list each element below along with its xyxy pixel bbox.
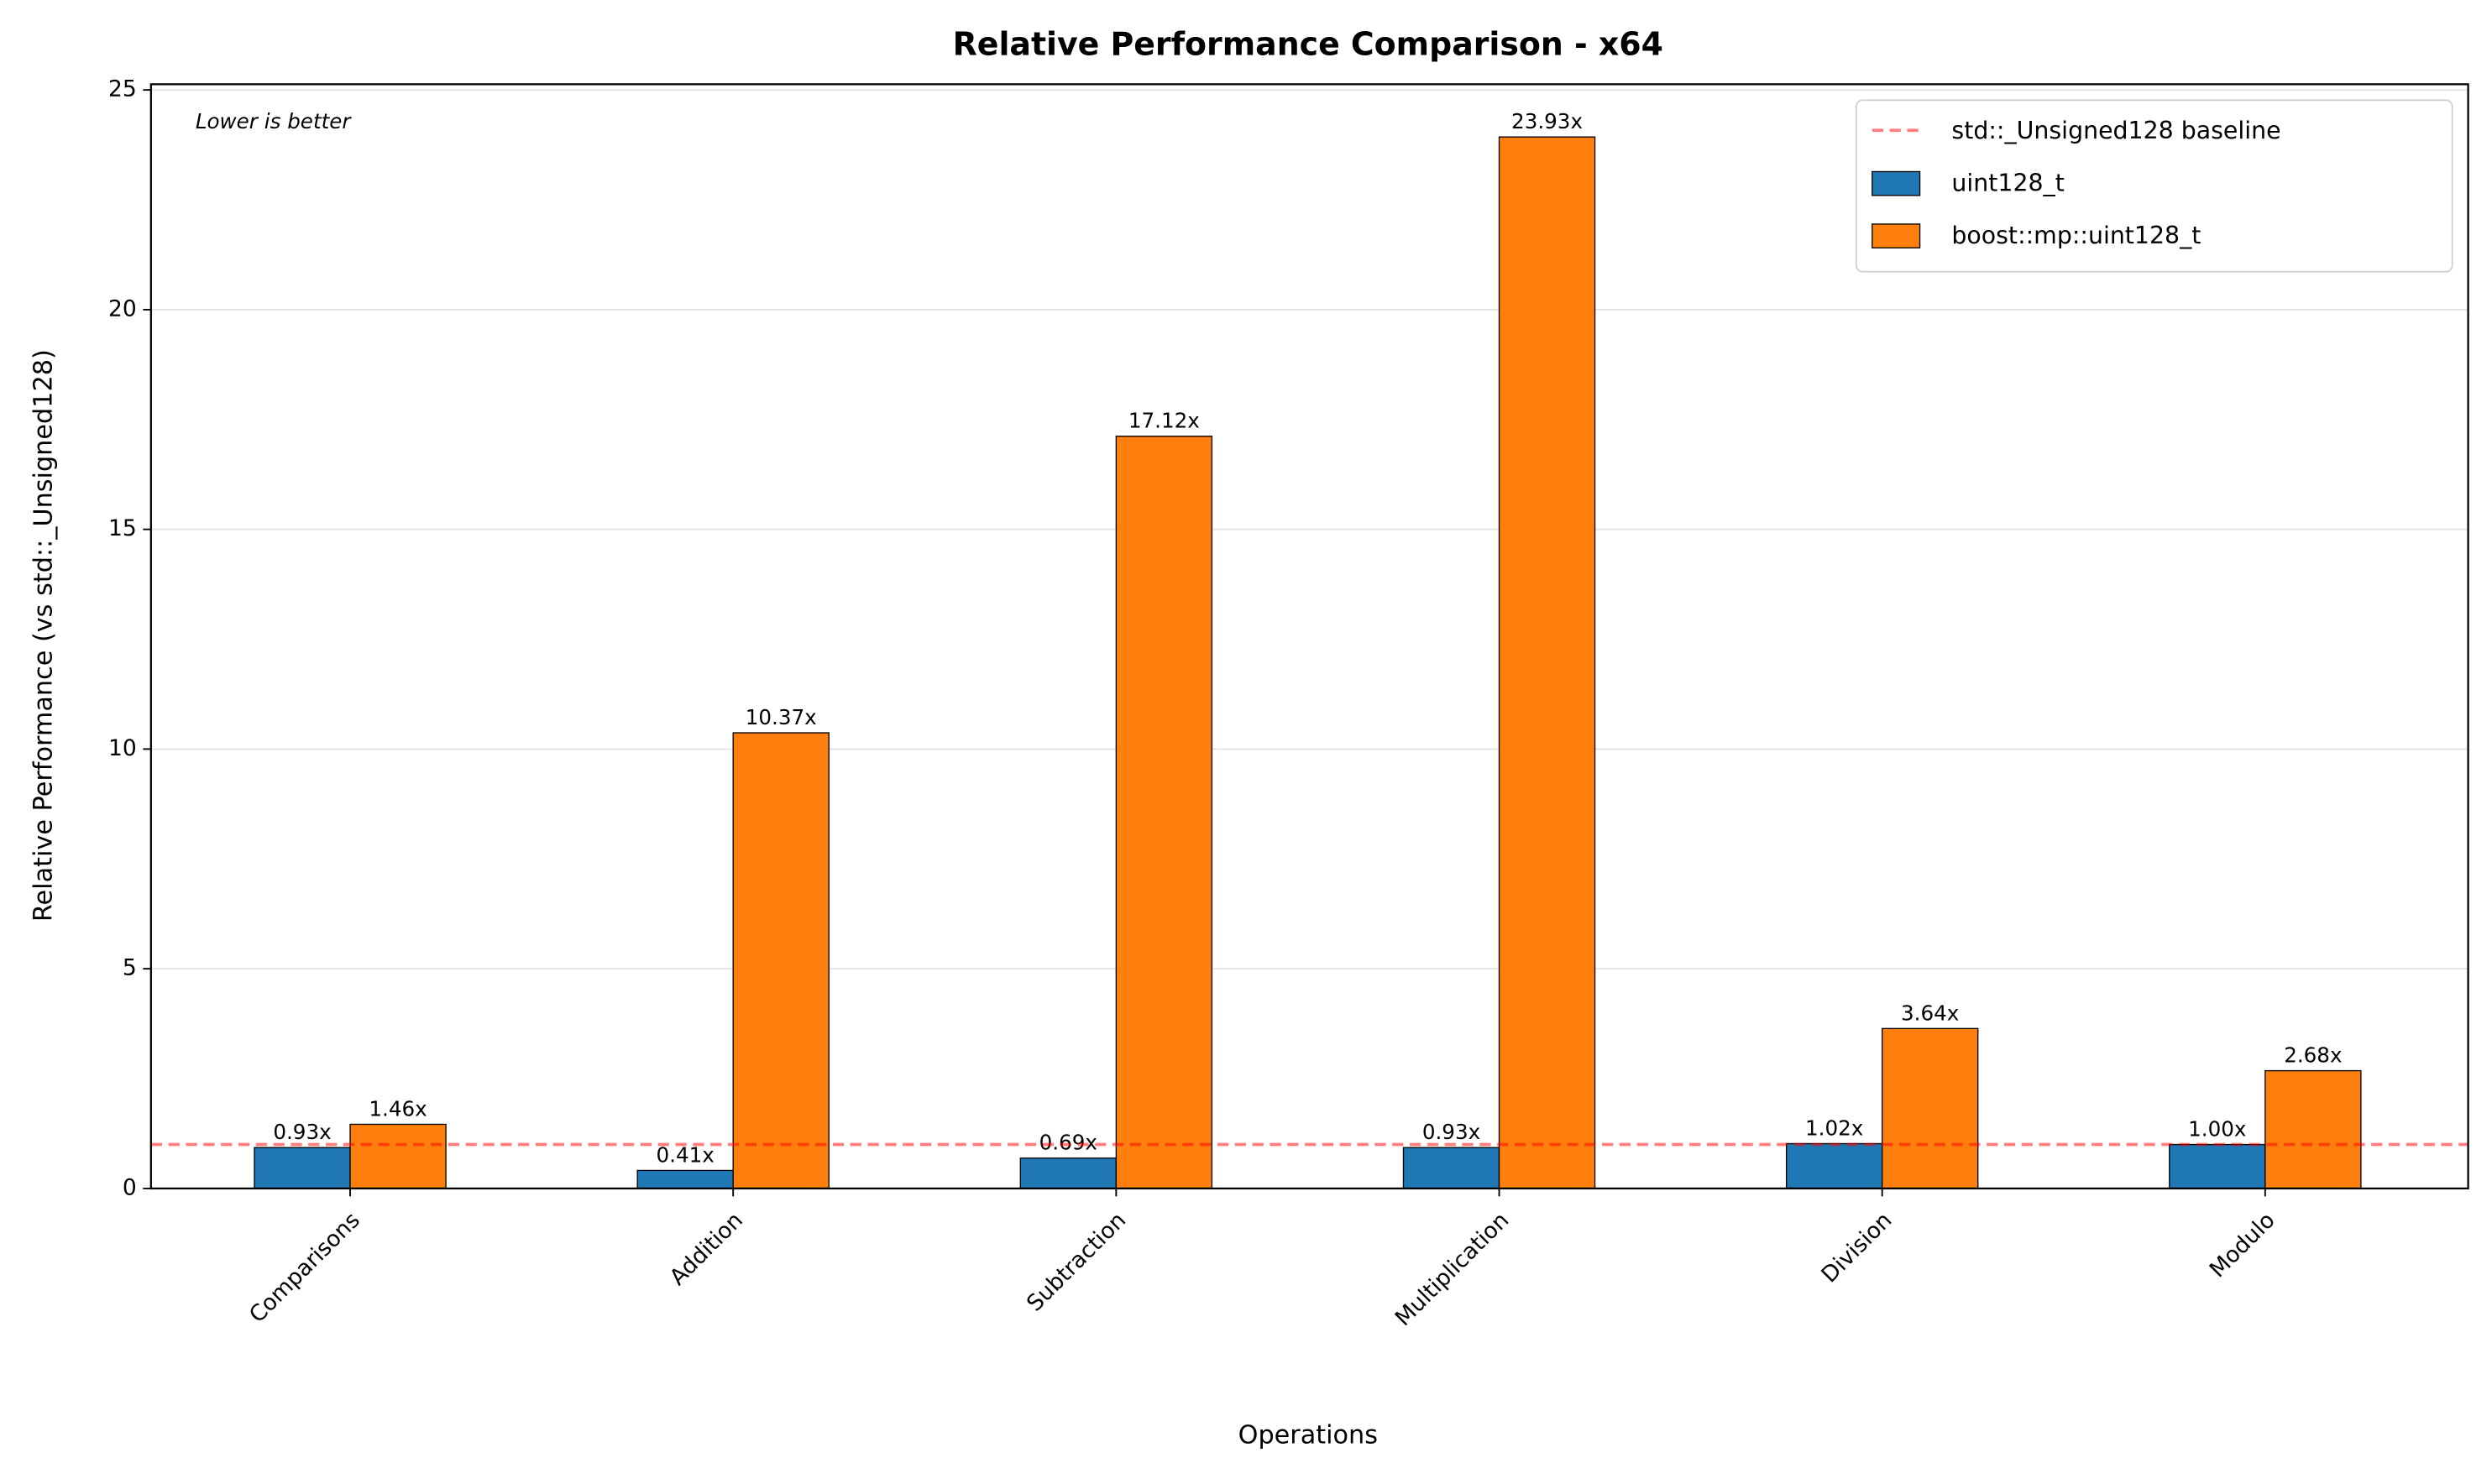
value-label: 17.12x [1128,409,1200,433]
value-label: 23.93x [1511,109,1583,133]
bar [2264,1069,2362,1189]
bar [1785,1142,1883,1189]
y-tick-label: 0 [123,1174,137,1200]
legend-swatch [1872,170,1921,196]
value-label: 2.68x [2284,1043,2342,1068]
bar [636,1169,734,1189]
y-tick-label: 25 [108,76,137,102]
legend-label: uint128_t [1951,170,2064,197]
y-tick-label: 20 [108,295,137,321]
value-label: 0.41x [657,1142,715,1167]
legend: std::_Unsigned128 baselineuint128_tboost… [1855,99,2453,273]
x-axis-label: Operations [1238,1421,1378,1450]
bar [732,732,830,1189]
legend-label: boost::mp::uint128_t [1951,222,2201,249]
value-label: 10.37x [746,705,817,729]
y-axis-label: Relative Performance (vs std::_Unsigned1… [29,349,58,922]
bar [1402,1147,1500,1189]
value-label: 3.64x [1901,1001,1959,1025]
axes-frame [149,83,2469,1190]
value-label: 0.93x [1422,1120,1480,1144]
value-label: 0.93x [273,1120,331,1144]
bar [1498,136,1596,1189]
bar [1115,436,1213,1189]
bar [2169,1143,2266,1189]
y-tick-label: 5 [123,955,137,981]
annotation: Lower is better [196,109,353,133]
legend-swatch [1872,223,1921,248]
value-label: 0.69x [1039,1131,1097,1155]
y-tick-label: 10 [108,735,137,761]
legend-label: std::_Unsigned128 baseline [1951,117,2280,144]
value-label: 1.46x [369,1096,427,1121]
value-label: 1.02x [1805,1116,1863,1140]
y-tick-label: 15 [108,515,137,541]
chart-title: Relative Performance Comparison - x64 [953,25,1663,62]
bar [1019,1157,1118,1189]
bar [1882,1027,1979,1189]
value-label: 1.00x [2188,1117,2246,1142]
bar [254,1147,351,1189]
bar [349,1123,447,1189]
legend-box [1855,99,2453,273]
